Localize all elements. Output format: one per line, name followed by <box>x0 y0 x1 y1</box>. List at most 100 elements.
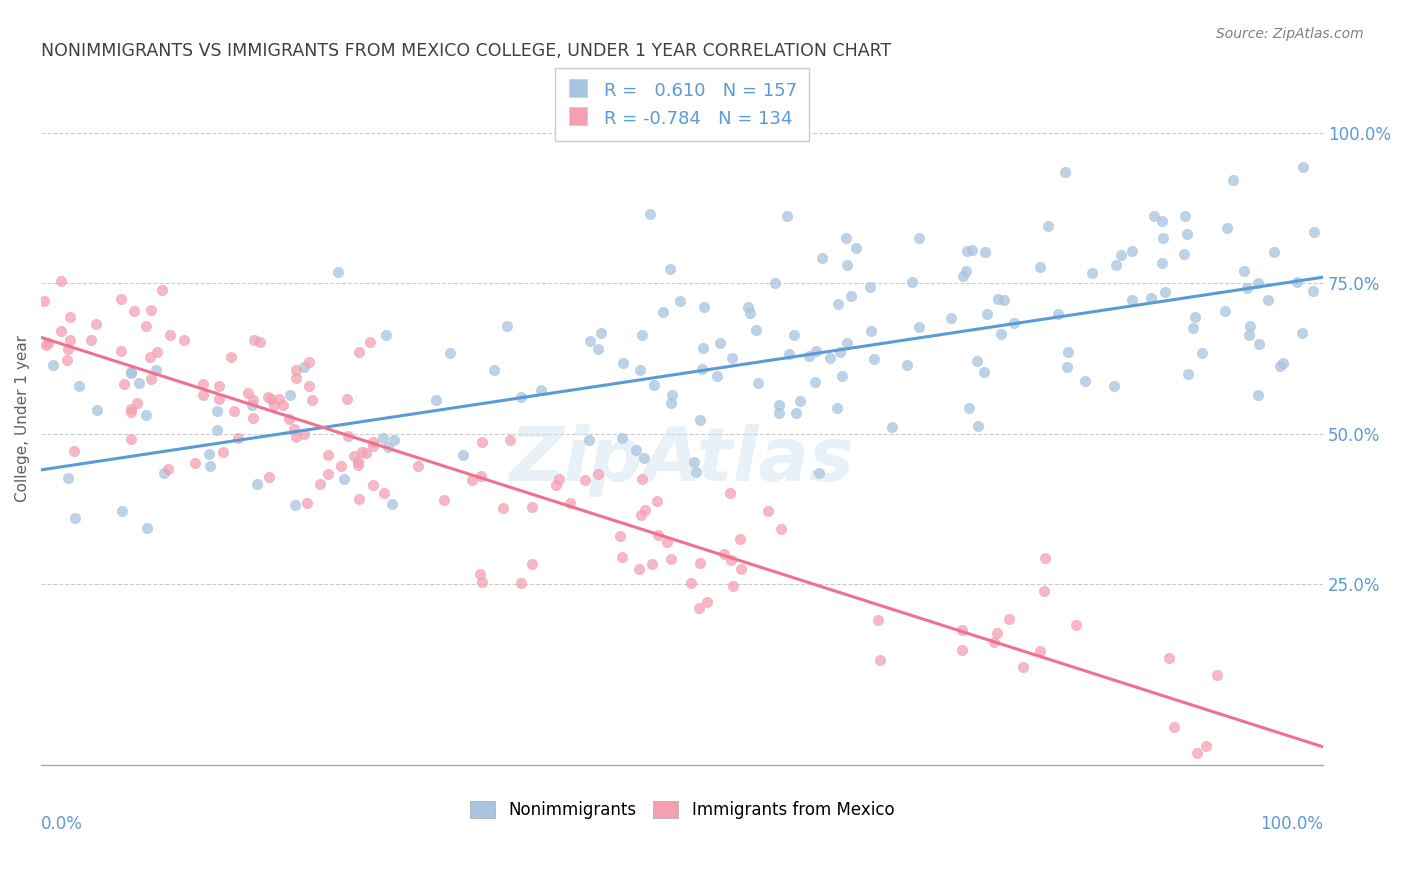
Point <box>631 328 654 343</box>
Point <box>482 363 505 377</box>
Point <box>858 279 880 293</box>
Point <box>1206 667 1229 681</box>
Point <box>347 458 370 472</box>
Point <box>908 231 931 245</box>
Point <box>284 363 307 377</box>
Point <box>1081 266 1104 280</box>
Point <box>1195 739 1218 754</box>
Point <box>630 508 652 523</box>
Point <box>1222 173 1244 187</box>
Point <box>745 323 768 337</box>
Point <box>730 532 752 546</box>
Point <box>1046 307 1069 321</box>
Point <box>152 467 174 481</box>
Point <box>59 333 82 347</box>
Point <box>643 378 665 392</box>
Point <box>468 566 491 581</box>
Point <box>211 445 233 459</box>
Point <box>609 529 631 543</box>
Point <box>939 310 962 325</box>
Point <box>1182 320 1205 334</box>
Point <box>283 422 305 436</box>
Point <box>226 431 249 445</box>
Point <box>453 448 475 462</box>
Point <box>586 467 609 482</box>
Point <box>1056 360 1078 375</box>
Point <box>269 392 291 406</box>
Point <box>510 576 533 591</box>
Point <box>156 462 179 476</box>
Point <box>713 547 735 561</box>
Point <box>425 392 447 407</box>
Point <box>56 353 79 368</box>
Point <box>880 419 903 434</box>
Point <box>1163 720 1185 734</box>
Point <box>295 496 318 510</box>
Point <box>1292 161 1315 175</box>
Point <box>51 324 73 338</box>
Point <box>908 320 931 334</box>
Point <box>127 396 149 410</box>
Point <box>1150 256 1173 270</box>
Point <box>692 362 714 376</box>
Point <box>669 293 692 308</box>
Point <box>1109 248 1132 262</box>
Point <box>548 471 571 485</box>
Point <box>973 244 995 259</box>
Point <box>260 392 283 406</box>
Point <box>835 231 858 245</box>
Point <box>381 497 404 511</box>
Point <box>1175 227 1198 242</box>
Point <box>371 431 394 445</box>
Point <box>1074 374 1097 388</box>
Point <box>1012 660 1035 674</box>
Point <box>683 455 706 469</box>
Point <box>284 498 307 512</box>
Point <box>278 388 301 402</box>
Point <box>301 392 323 407</box>
Point <box>647 528 669 542</box>
Point <box>688 601 710 615</box>
Text: Source: ZipAtlas.com: Source: ZipAtlas.com <box>1216 27 1364 41</box>
Point <box>720 552 742 566</box>
Point <box>1213 304 1236 318</box>
Point <box>120 365 142 379</box>
Point <box>67 379 90 393</box>
Point <box>208 379 231 393</box>
Point <box>32 294 55 309</box>
Point <box>692 341 714 355</box>
Point <box>952 269 974 284</box>
Point <box>1033 550 1056 565</box>
Point <box>1143 209 1166 223</box>
Point <box>1139 291 1161 305</box>
Point <box>1247 387 1270 401</box>
Point <box>770 522 793 536</box>
Point <box>804 343 827 358</box>
Point <box>292 360 315 375</box>
Point <box>35 337 58 351</box>
Point <box>1215 221 1237 235</box>
Point <box>955 264 977 278</box>
Point <box>783 328 806 343</box>
Point <box>956 244 979 258</box>
Point <box>869 653 891 667</box>
Point <box>973 365 995 379</box>
Point <box>347 345 370 359</box>
Point <box>659 262 682 277</box>
Point <box>799 350 821 364</box>
Point <box>112 377 135 392</box>
Point <box>737 300 759 314</box>
Point <box>1002 316 1025 330</box>
Point <box>723 579 745 593</box>
Point <box>285 430 308 444</box>
Point <box>382 433 405 447</box>
Point <box>627 562 650 576</box>
Point <box>612 356 634 370</box>
Point <box>655 534 678 549</box>
Point <box>1150 214 1173 228</box>
Point <box>249 335 271 350</box>
Point <box>135 408 157 422</box>
Point <box>298 378 321 392</box>
Point <box>460 473 482 487</box>
Point <box>901 275 924 289</box>
